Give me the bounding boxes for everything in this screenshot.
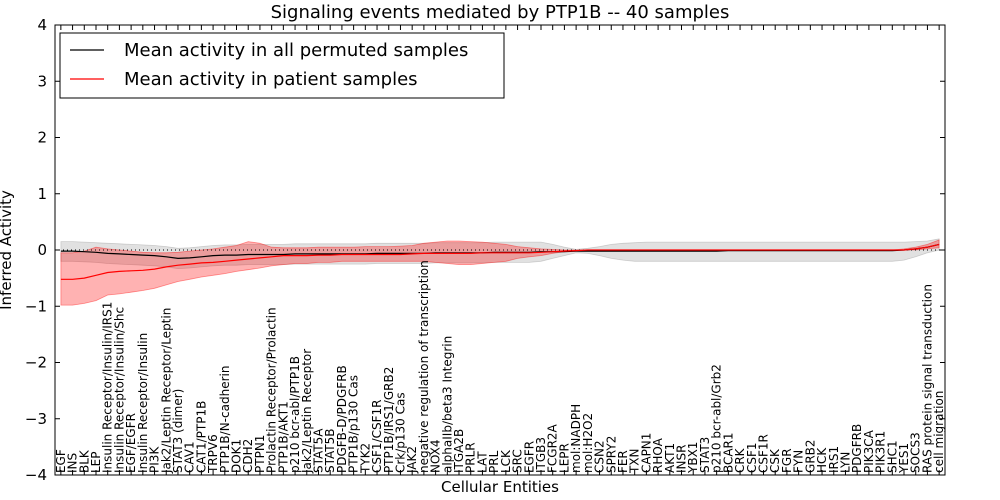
x-category-label: p210 bcr-abl/PTP1B (288, 356, 302, 473)
x-category-label: alphaIIb/beta3 Integrin (440, 336, 454, 473)
x-category-label: Insulin Receptor/Insulin/Shc (112, 307, 126, 473)
x-category-label: RAS protein signal transduction (920, 284, 934, 473)
x-category-label: FCGR2A (546, 423, 560, 473)
x-category-label: Insulin Receptor/Insulin (136, 333, 150, 473)
x-category-label: CSF1R (757, 434, 771, 473)
x-category-label: PRLR (464, 442, 478, 473)
x-category-label: FGR (780, 448, 794, 473)
x-category-label: YES1 (897, 443, 911, 474)
x-category-label: SPRY2 (604, 436, 618, 473)
x-category-label: CRK (733, 447, 747, 473)
y-tick-label: 3 (37, 72, 47, 90)
x-category-label: INS (66, 453, 80, 473)
y-tick-label: −2 (25, 354, 47, 372)
x-category-label: PTP1B/AKT1 (276, 401, 290, 473)
x-category-label: RHOA (651, 437, 665, 473)
x-category-label: Jak2/Leptin Receptor (300, 349, 314, 474)
legend-box (59, 32, 505, 99)
x-category-label: BLK (77, 449, 91, 473)
y-tick-label: 4 (37, 16, 47, 34)
x-category-label: LEPR (557, 443, 571, 473)
x-category-label: Crk/p130 Cas (394, 392, 408, 473)
x-category-label: p210 bcr-abl/Grb2 (710, 364, 724, 473)
x-category-label: CAPN1 (639, 433, 653, 473)
x-category-label: IRS1 (827, 446, 841, 473)
x-category-label: EGFR (522, 441, 536, 473)
x-category-label: STAT3 (dimer) (171, 389, 185, 473)
x-axis-label: Cellular Entities (441, 478, 559, 496)
x-category-label: STAT3 (698, 437, 712, 473)
y-tick-label: −1 (25, 297, 47, 315)
x-category-label: BCAR1 (721, 432, 735, 473)
x-category-label: ITGB3 (534, 437, 548, 473)
x-category-label: ITGA2B (452, 429, 466, 473)
x-category-label: HCK (815, 447, 829, 473)
x-category-label: PTPN1 (253, 435, 267, 473)
x-category-label: negative regulation of transcription (417, 260, 431, 473)
chart-title: Signaling events mediated by PTP1B -- 40… (271, 2, 730, 23)
x-category-label: PI3K (148, 446, 162, 473)
y-tick-label: −3 (25, 410, 47, 428)
x-category-label: STAT5A (312, 428, 326, 473)
x-category-label: EGF (54, 449, 68, 473)
x-category-label: mol:H2O2 (581, 413, 595, 473)
x-category-label: PRL (487, 450, 501, 473)
x-category-label: PTP1B/IRS1/GRB2 (382, 367, 396, 473)
x-category-label: SRC (511, 449, 525, 473)
x-category-label: Prolactin Receptor/Prolactin (265, 307, 279, 473)
x-category-label: mol:NADPH (569, 404, 583, 473)
y-tick-label: 1 (37, 185, 47, 203)
x-category-label: CAV1 (183, 441, 197, 473)
x-category-label: GRB2 (803, 439, 817, 473)
x-category-label: LCK (499, 449, 513, 473)
x-category-label: LEP (89, 451, 103, 473)
y-tick-label: 2 (37, 129, 47, 147)
series-line-patient (60, 243, 940, 280)
x-category-label: DOK1 (230, 439, 244, 473)
x-category-label: TYK2 (358, 443, 372, 474)
y-tick-label: 0 (37, 241, 47, 259)
x-category-label: NOX4 (429, 439, 443, 473)
x-category-label: TXN (628, 448, 642, 474)
x-category-label: INSR (675, 445, 689, 473)
x-category-label: FYN (792, 450, 806, 473)
y-axis-label: Inferred Activity (0, 190, 15, 310)
x-category-label: STAT5B (323, 429, 337, 474)
x-category-label: PTP1B/p130 Cas (347, 375, 361, 473)
x-category-label: CSF1 (745, 442, 759, 473)
x-category-label: CSK (768, 448, 782, 473)
x-category-label: AKT1 (663, 443, 677, 473)
legend-label-permuted: Mean activity in all permuted samples (124, 40, 468, 61)
x-category-label: PIK3CA (862, 429, 876, 473)
x-category-label: EGF/EGFR (124, 413, 138, 473)
x-category-label: PDGFB-D/PDGFRB (335, 365, 349, 473)
y-tick-label: −4 (25, 466, 47, 484)
legend: Mean activity in all permuted samples Me… (59, 32, 505, 99)
x-category-label: SOCS3 (909, 432, 923, 473)
x-category-label: FER (616, 450, 630, 473)
x-category-label: PTP1B/N-cadherin (218, 366, 232, 473)
x-category-label: YBX1 (686, 442, 700, 474)
x-category-label: CSN2 (593, 440, 607, 473)
legend-label-patient: Mean activity in patient samples (124, 69, 418, 90)
x-category-label: Jak2/Leptin Receptor/Leptin (159, 308, 173, 474)
x-category-label: CAT1/PTP1B (194, 401, 208, 473)
x-category-label: PDGFRB (850, 424, 864, 473)
x-category-label: CSF1/CSF1R (370, 400, 384, 473)
x-category-label: SHC1 (885, 440, 899, 473)
x-category-label: JAK2 (405, 446, 419, 474)
x-category-label: TRPV6 (206, 434, 220, 474)
x-category-label: LAT (475, 451, 489, 473)
x-category-label: cell migration (932, 391, 946, 473)
x-category-label: LYN (839, 452, 853, 473)
x-category-label: CDH2 (241, 439, 255, 473)
x-category-label: Insulin Receptor/Insulin/IRS1 (101, 302, 115, 473)
x-category-label: PIK3R1 (874, 431, 888, 473)
